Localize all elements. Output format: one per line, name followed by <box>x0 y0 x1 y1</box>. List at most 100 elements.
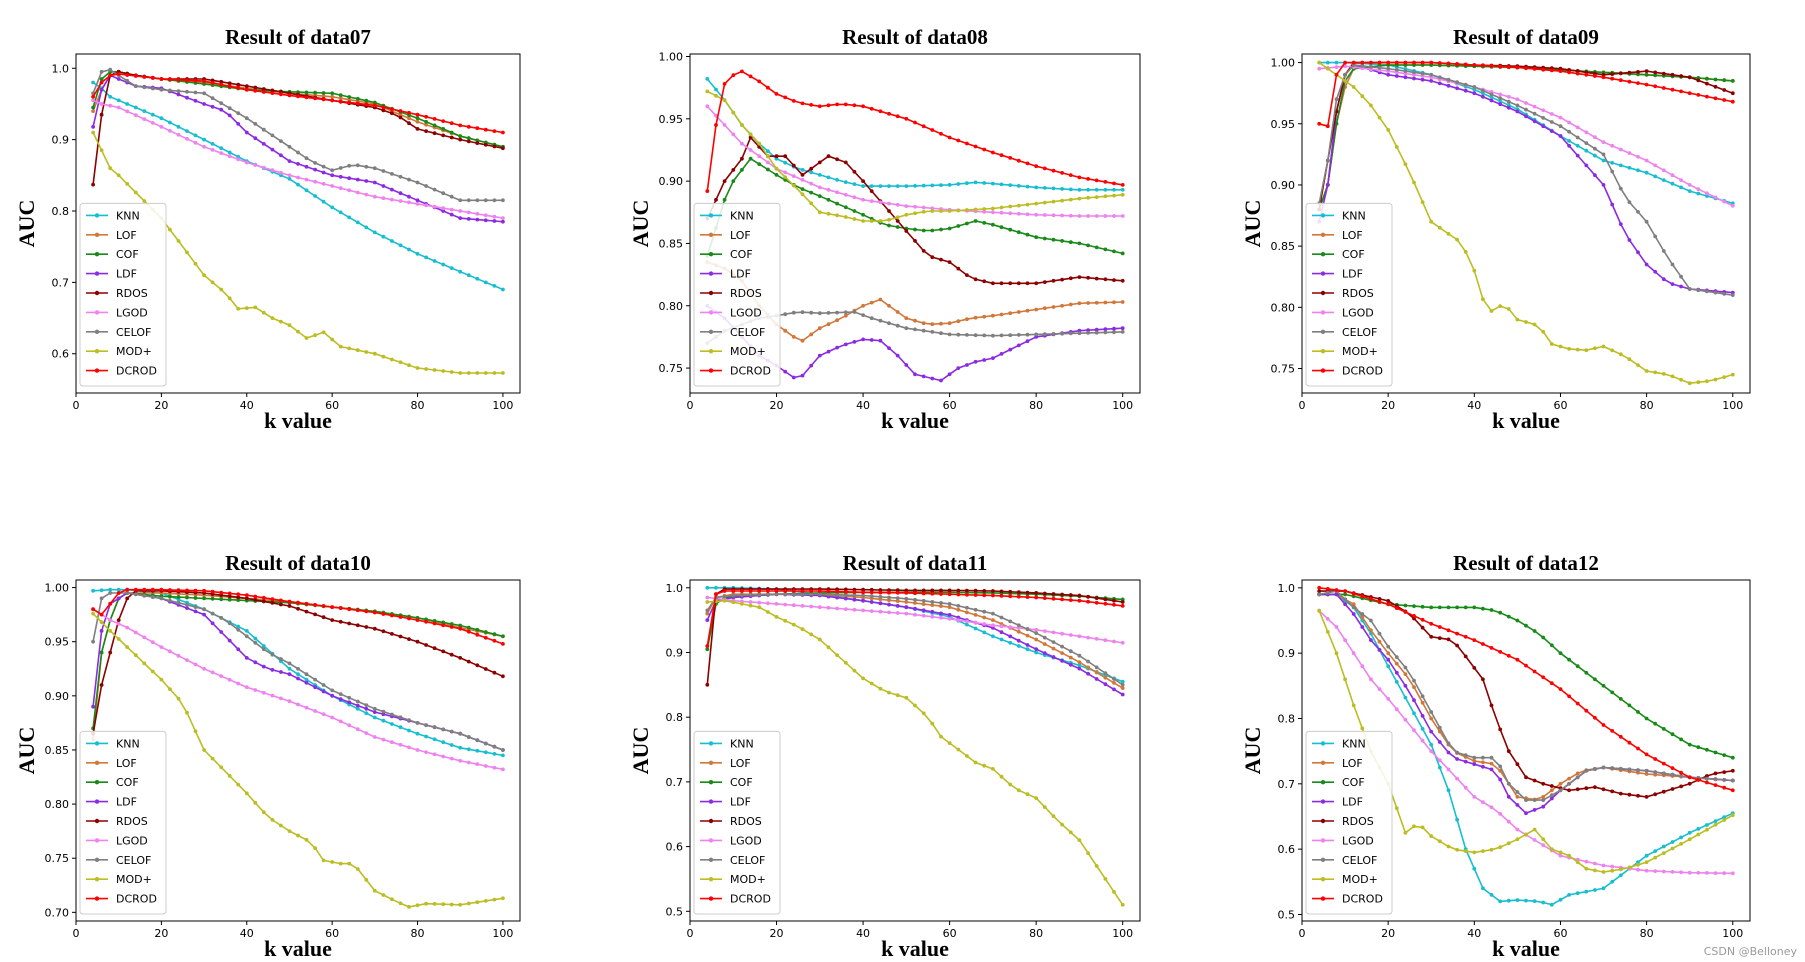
data-point <box>176 600 181 605</box>
data-point <box>939 592 943 596</box>
data-point <box>913 597 917 602</box>
data-point <box>227 84 232 89</box>
data-point <box>364 706 369 711</box>
data-point <box>219 597 224 602</box>
data-point <box>185 658 189 662</box>
data-point <box>1593 135 1597 140</box>
data-point <box>1103 187 1108 192</box>
data-point <box>168 649 172 654</box>
data-point <box>1463 605 1468 610</box>
data-point <box>1446 83 1451 88</box>
data-point <box>168 77 172 82</box>
data-point <box>1558 897 1563 902</box>
data-point <box>330 173 335 178</box>
data-point <box>1489 98 1494 103</box>
data-point <box>1549 796 1554 801</box>
data-point <box>956 366 961 370</box>
data-point <box>492 897 497 902</box>
data-point <box>1016 788 1021 793</box>
chart-title: Result of data12 <box>1453 551 1599 575</box>
data-point <box>913 318 917 323</box>
data-point <box>1120 214 1125 218</box>
data-point <box>253 136 258 141</box>
data-point <box>1016 623 1021 628</box>
data-point <box>1549 847 1554 851</box>
data-point <box>965 181 969 186</box>
y-tick-label: 0.85 <box>1271 240 1296 253</box>
data-point <box>861 104 865 109</box>
data-point <box>1705 191 1709 196</box>
data-point <box>1705 780 1709 785</box>
data-point <box>1034 627 1039 632</box>
data-point <box>466 273 471 278</box>
data-point <box>1593 153 1597 158</box>
data-point <box>1334 72 1339 77</box>
data-point <box>390 722 394 726</box>
data-point <box>91 94 95 99</box>
data-point <box>1618 791 1623 796</box>
data-point <box>1343 638 1347 642</box>
series-modplus <box>91 611 505 909</box>
data-point <box>330 168 335 173</box>
data-point <box>236 598 241 602</box>
data-point <box>1068 593 1073 597</box>
data-point <box>492 765 497 770</box>
data-point <box>321 97 326 102</box>
data-point <box>817 194 822 199</box>
data-point <box>982 181 987 185</box>
data-point <box>1696 745 1701 750</box>
data-point <box>492 670 497 675</box>
data-point <box>1515 827 1520 832</box>
data-point <box>1377 60 1382 65</box>
data-point <box>1601 683 1606 688</box>
data-point <box>1705 747 1709 752</box>
data-point <box>1120 326 1125 331</box>
data-point <box>973 180 978 185</box>
data-point <box>1575 347 1580 352</box>
data-point <box>887 223 891 228</box>
data-point <box>1463 849 1468 853</box>
data-point <box>91 109 95 113</box>
data-point <box>501 130 505 135</box>
data-point <box>1008 594 1013 599</box>
data-point <box>1627 767 1632 772</box>
data-point <box>1094 187 1099 192</box>
data-point <box>1325 60 1330 65</box>
data-point <box>270 652 275 657</box>
data-point <box>861 184 865 189</box>
data-point <box>1593 346 1597 351</box>
data-point <box>1042 596 1047 600</box>
data-point <box>116 105 121 110</box>
series-cof <box>1317 592 1735 760</box>
data-point <box>1463 759 1468 764</box>
data-point <box>253 122 258 126</box>
data-point <box>458 269 463 274</box>
data-point <box>1705 379 1709 384</box>
data-point <box>1481 760 1485 765</box>
data-point <box>1334 97 1339 102</box>
data-point <box>1670 772 1675 777</box>
data-point <box>108 73 113 78</box>
data-point <box>1051 168 1056 173</box>
data-point <box>1584 859 1589 864</box>
data-point <box>168 588 172 592</box>
data-point <box>364 625 369 629</box>
data-point <box>1481 642 1485 646</box>
data-point <box>1567 781 1571 786</box>
data-point <box>973 760 978 765</box>
data-point <box>253 305 258 310</box>
data-point <box>1636 768 1640 772</box>
data-point <box>1506 99 1511 104</box>
data-point <box>999 333 1004 338</box>
data-point <box>91 182 95 187</box>
data-point <box>1644 219 1649 224</box>
data-point <box>475 748 480 753</box>
data-point <box>869 106 874 111</box>
data-point <box>1429 79 1434 83</box>
data-point <box>219 82 224 87</box>
data-point <box>705 647 710 652</box>
data-point <box>930 614 935 619</box>
